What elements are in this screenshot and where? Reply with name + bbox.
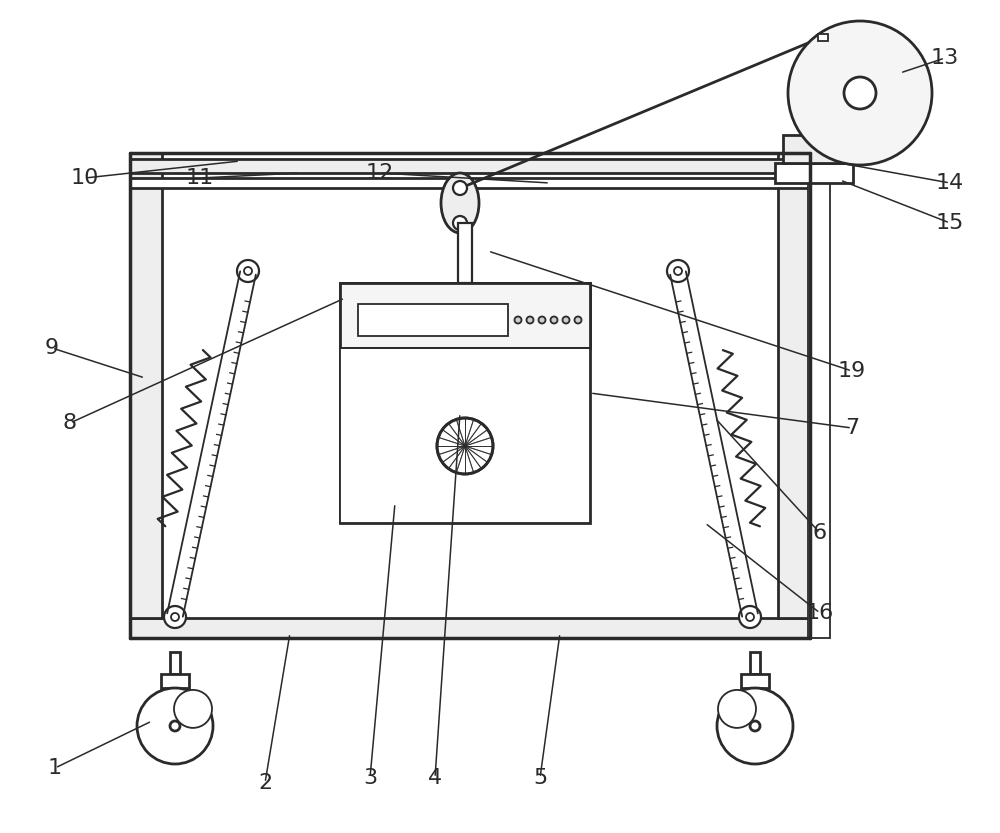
Circle shape [718, 690, 756, 728]
Bar [340, 283, 590, 523]
Circle shape [750, 721, 760, 731]
Bar [778, 153, 810, 618]
Text: 10: 10 [71, 168, 99, 188]
Bar [130, 618, 810, 638]
Bar [808, 138, 830, 638]
Bar [130, 153, 162, 618]
Circle shape [667, 260, 689, 282]
Circle shape [514, 317, 522, 323]
Circle shape [137, 688, 213, 764]
Circle shape [674, 267, 682, 275]
Text: 3: 3 [363, 768, 377, 788]
Circle shape [844, 77, 876, 109]
Bar [741, 674, 769, 688]
Circle shape [538, 317, 546, 323]
Circle shape [739, 606, 761, 628]
Bar [130, 178, 810, 188]
Bar [750, 652, 760, 674]
Text: 11: 11 [186, 168, 214, 188]
Ellipse shape [441, 173, 479, 233]
Bar [161, 674, 189, 688]
Text: 8: 8 [63, 413, 77, 433]
Circle shape [788, 21, 932, 165]
Text: 16: 16 [806, 603, 834, 623]
Text: 19: 19 [838, 361, 866, 381]
Circle shape [453, 216, 467, 230]
Text: 12: 12 [366, 163, 394, 183]
Text: 1: 1 [48, 758, 62, 778]
Text: 15: 15 [936, 213, 964, 233]
Text: 13: 13 [931, 48, 959, 68]
Bar [818, 34, 828, 41]
Circle shape [550, 317, 558, 323]
Circle shape [746, 613, 754, 621]
Bar [783, 135, 845, 163]
Bar [458, 223, 472, 283]
Text: 5: 5 [533, 768, 547, 788]
Bar [775, 163, 853, 183]
Circle shape [562, 317, 570, 323]
Text: 14: 14 [936, 173, 964, 193]
Circle shape [244, 267, 252, 275]
Circle shape [453, 181, 467, 195]
Text: 4: 4 [428, 768, 442, 788]
Text: 9: 9 [45, 338, 59, 358]
Text: 2: 2 [258, 773, 272, 793]
Text: 6: 6 [813, 523, 827, 543]
Circle shape [164, 606, 186, 628]
Circle shape [574, 317, 582, 323]
Circle shape [237, 260, 259, 282]
Circle shape [526, 317, 534, 323]
Circle shape [171, 613, 179, 621]
Bar [340, 283, 590, 348]
Circle shape [717, 688, 793, 764]
Bar [170, 652, 180, 674]
Circle shape [437, 418, 493, 474]
Bar [340, 348, 590, 523]
Circle shape [170, 721, 180, 731]
Bar [358, 304, 508, 336]
Bar [130, 159, 810, 173]
Text: 7: 7 [845, 418, 859, 438]
Circle shape [174, 690, 212, 728]
